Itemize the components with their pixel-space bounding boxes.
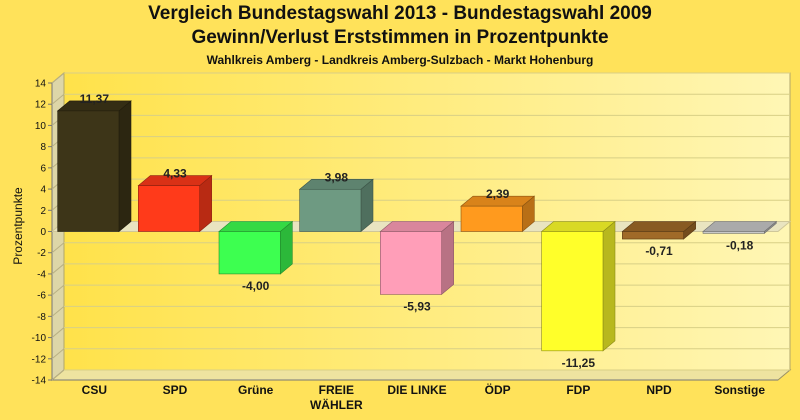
value-label-9: -0,18 (726, 238, 754, 252)
category-label-8: NPD (646, 383, 672, 397)
bar-front (380, 231, 442, 295)
gridline-side (51, 348, 65, 360)
category-label-6: ÖDP (485, 382, 511, 397)
y-tick-label: 2 (40, 206, 46, 217)
value-label-8: -0,71 (645, 244, 673, 258)
bar-4 (298, 178, 374, 233)
y-tick-label: 0 (40, 227, 46, 238)
bar-9 (702, 220, 778, 235)
bar-top (379, 221, 455, 232)
y-tick-label: 8 (40, 142, 46, 153)
category-label-9: Sonstige (714, 383, 765, 397)
category-label-7: FDP (566, 383, 590, 397)
chart-subtitle: Wahlkreis Amberg - Landkreis Amberg-Sulz… (206, 53, 594, 67)
bar-front (218, 231, 281, 275)
category-label-4-line2: WÄHLER (310, 397, 363, 412)
y-tick-label: -2 (37, 248, 46, 259)
bar-front (541, 231, 604, 352)
bar-front (622, 231, 684, 240)
y-tick-label: 6 (40, 163, 46, 174)
bar-3 (218, 220, 294, 275)
value-labels: 11,37 4,33 -4,00 3,98 -5,93 2,39 -11,25 -0,71 -0… (80, 92, 754, 370)
bar-2 (137, 174, 213, 233)
gridline-side (51, 263, 65, 275)
y-tick-label: -4 (37, 269, 46, 280)
bar-top (702, 221, 778, 232)
bar-front (702, 231, 765, 234)
value-label-5: -5,93 (403, 299, 431, 313)
bar-front (460, 205, 523, 232)
y-tick-label: -12 (32, 354, 47, 365)
category-label-4: FREIE (319, 383, 354, 397)
bar-top (218, 221, 294, 232)
bar-5 (379, 220, 455, 296)
value-label-3: -4,00 (242, 279, 270, 293)
bar-6 (460, 195, 536, 233)
bar-front (57, 110, 120, 232)
category-label-1: CSU (82, 383, 107, 397)
value-label-7: -11,25 (562, 356, 596, 370)
bar-8 (621, 220, 697, 240)
bar-7 (540, 220, 616, 352)
y-axis-title: Prozentpunkte (11, 187, 25, 265)
gridline-side (51, 305, 65, 317)
category-label-2: SPD (163, 383, 188, 397)
category-label-3: Grüne (238, 383, 274, 397)
bar-side (602, 220, 616, 352)
gridline-side (51, 72, 65, 84)
gridline-side (51, 369, 65, 381)
bar-1 (56, 100, 132, 233)
value-label-6: 2,39 (486, 187, 510, 201)
value-label-1: 11,37 (80, 92, 110, 106)
y-tick-label: -14 (32, 376, 47, 387)
bar-front (138, 185, 200, 232)
chart-title-line-1: Vergleich Bundestagswahl 2013 - Bundesta… (148, 3, 652, 24)
category-label-5: DIE LINKE (387, 383, 446, 397)
bar-top (621, 221, 697, 232)
y-tick-label: -8 (37, 312, 46, 323)
y-tick-label: 10 (35, 121, 47, 132)
chart-title-line-2: Gewinn/Verlust Erststimmen in Prozentpun… (191, 27, 609, 48)
bar-front (299, 188, 362, 232)
value-label-4: 3,98 (325, 170, 349, 184)
gridline-side (51, 93, 65, 105)
y-tick-label: -6 (37, 291, 46, 302)
gridline-side (51, 327, 65, 338)
gridline-side (51, 284, 65, 296)
bar-side (118, 100, 132, 233)
bar-side (441, 220, 454, 296)
y-tick-label: 4 (40, 185, 46, 196)
y-tick-labels: 14 12 10 8 6 4 2 0 -2 -4 -6 -8 -10 -12 -14 (32, 79, 52, 387)
y-tick-label: -10 (32, 333, 47, 344)
y-tick-label: 14 (35, 79, 47, 90)
y-tick-label: 12 (35, 100, 47, 111)
gridline-side (51, 242, 65, 254)
plot-floor (50, 369, 792, 381)
bars (56, 100, 778, 352)
value-label-2: 4,33 (163, 167, 187, 181)
bar-top (540, 221, 616, 232)
